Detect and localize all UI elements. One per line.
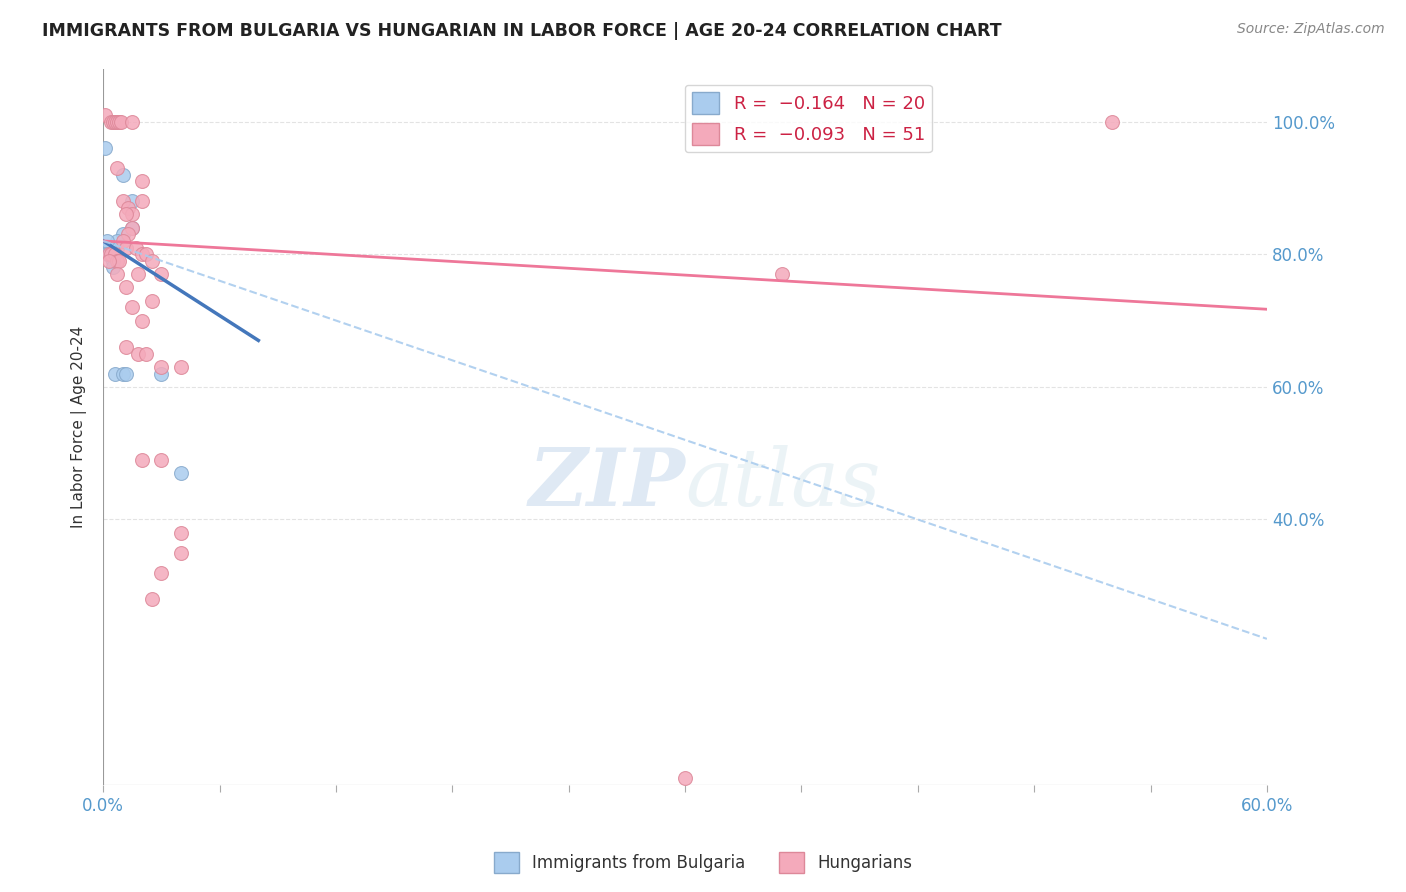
Point <box>107 253 129 268</box>
Point <box>121 220 143 235</box>
Point <box>101 253 124 268</box>
Point <box>170 466 193 480</box>
Point <box>121 207 143 221</box>
Point <box>101 260 124 275</box>
Point <box>111 234 134 248</box>
Point <box>110 114 132 128</box>
Point <box>115 367 138 381</box>
Point <box>135 347 157 361</box>
Text: IMMIGRANTS FROM BULGARIA VS HUNGARIAN IN LABOR FORCE | AGE 20-24 CORRELATION CHA: IMMIGRANTS FROM BULGARIA VS HUNGARIAN IN… <box>42 22 1002 40</box>
Point <box>100 247 122 261</box>
Point <box>150 452 173 467</box>
Point <box>101 247 124 261</box>
Point <box>121 220 143 235</box>
Point <box>105 114 128 128</box>
Y-axis label: In Labor Force | Age 20-24: In Labor Force | Age 20-24 <box>72 326 87 528</box>
Point <box>150 267 173 281</box>
Point <box>117 227 139 242</box>
Legend: R =  −0.164   N = 20, R =  −0.093   N = 51: R = −0.164 N = 20, R = −0.093 N = 51 <box>685 85 932 153</box>
Point <box>105 161 128 175</box>
Point <box>131 194 153 209</box>
Point <box>96 247 118 261</box>
Point <box>107 114 129 128</box>
Text: ZIP: ZIP <box>529 445 685 523</box>
Point <box>101 247 124 261</box>
Point <box>105 241 128 255</box>
Point <box>100 247 122 261</box>
Point <box>115 207 138 221</box>
Point <box>105 267 128 281</box>
Point <box>105 253 128 268</box>
Point <box>150 367 173 381</box>
Point <box>131 313 153 327</box>
Text: Source: ZipAtlas.com: Source: ZipAtlas.com <box>1237 22 1385 37</box>
Point <box>141 293 163 308</box>
Point <box>125 241 148 255</box>
Point <box>170 546 193 560</box>
Point <box>96 234 118 248</box>
Point <box>121 194 143 209</box>
Point <box>100 114 122 128</box>
Point <box>141 253 163 268</box>
Point <box>115 241 138 255</box>
Point <box>170 359 193 374</box>
Point <box>115 340 138 354</box>
Point <box>170 525 193 540</box>
Point <box>104 367 127 381</box>
Point <box>117 201 139 215</box>
Point <box>104 247 127 261</box>
Point <box>121 114 143 128</box>
Point <box>94 108 117 122</box>
Point <box>111 367 134 381</box>
Point <box>115 280 138 294</box>
Point <box>150 359 173 374</box>
Point <box>141 592 163 607</box>
Point <box>127 347 149 361</box>
Point <box>98 253 121 268</box>
Point <box>1101 114 1123 128</box>
Point <box>131 452 153 467</box>
Text: atlas: atlas <box>685 445 880 523</box>
Point <box>98 247 121 261</box>
Point <box>111 194 134 209</box>
Point <box>101 114 124 128</box>
Point <box>131 247 153 261</box>
Point <box>770 267 793 281</box>
Point <box>111 168 134 182</box>
Point <box>127 267 149 281</box>
Legend: Immigrants from Bulgaria, Hungarians: Immigrants from Bulgaria, Hungarians <box>488 846 918 880</box>
Point <box>94 141 117 155</box>
Point <box>131 174 153 188</box>
Point <box>98 247 121 261</box>
Point <box>98 241 121 255</box>
Point <box>104 114 127 128</box>
Point <box>111 227 134 242</box>
Point <box>673 771 696 785</box>
Point <box>150 566 173 580</box>
Point <box>105 234 128 248</box>
Point <box>135 247 157 261</box>
Point <box>121 300 143 314</box>
